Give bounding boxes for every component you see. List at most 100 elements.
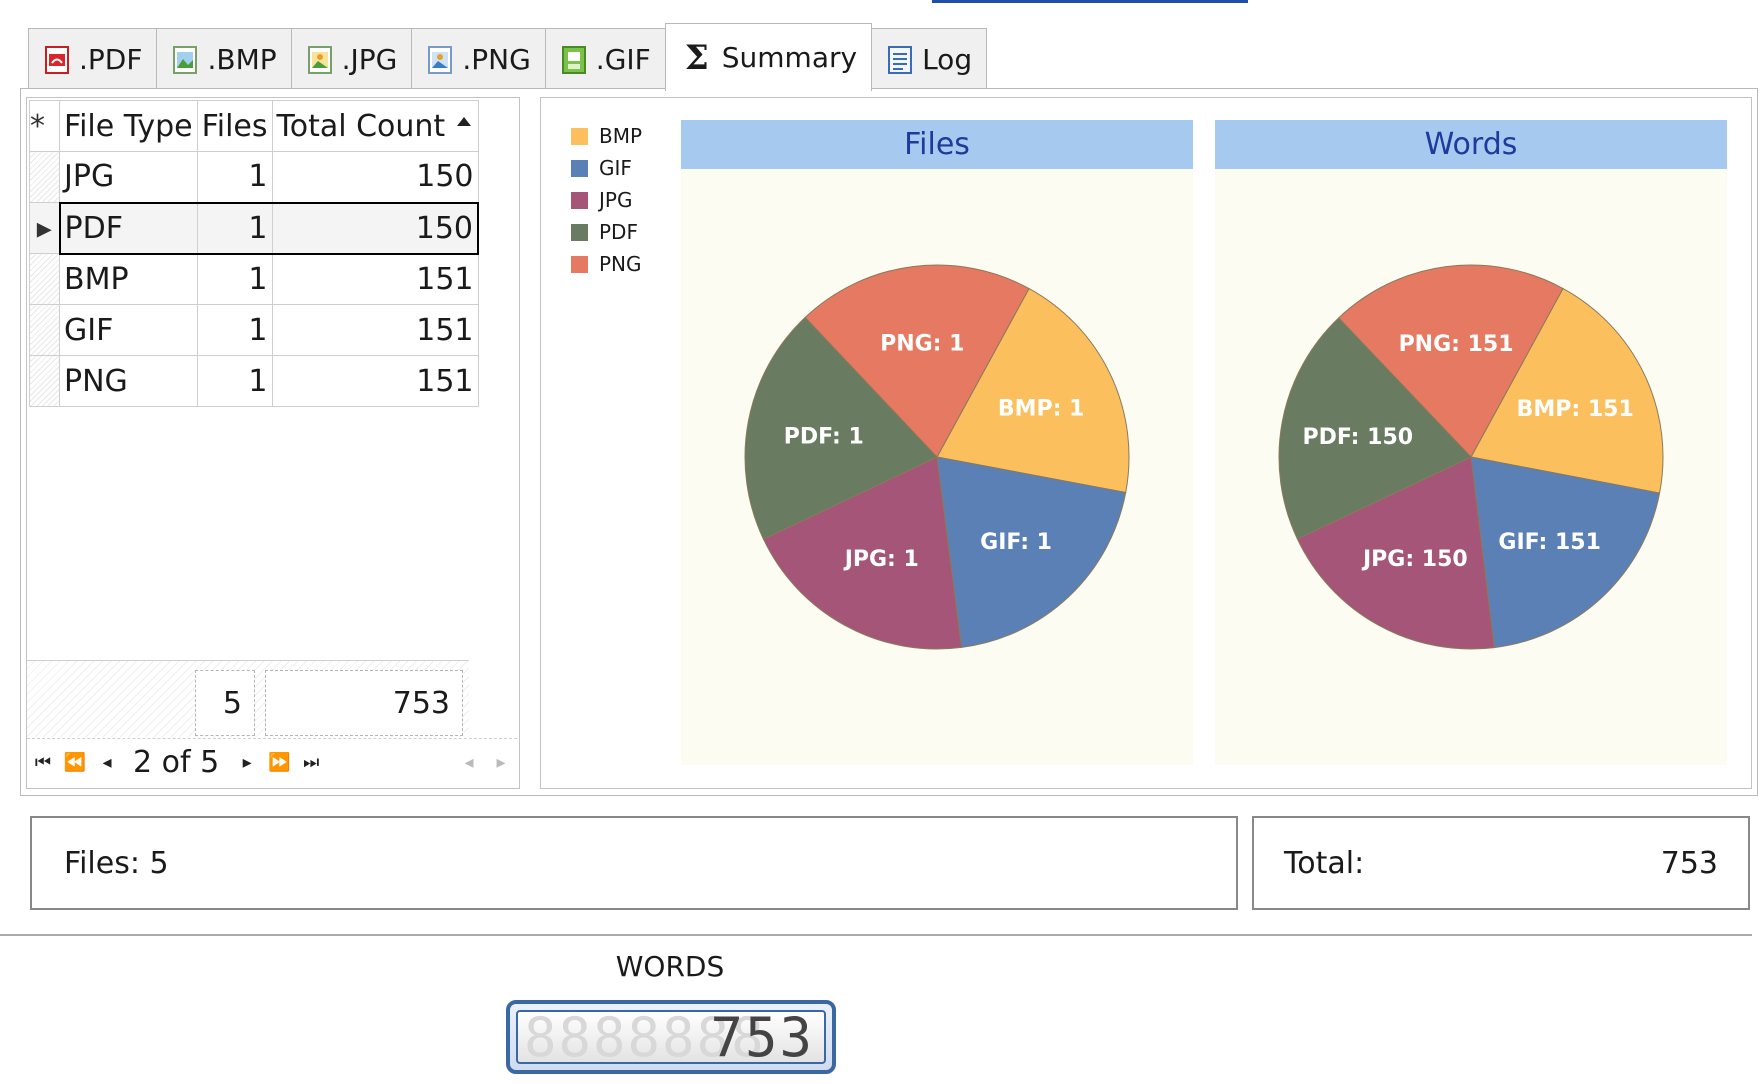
new-row-indicator[interactable]: *: [29, 100, 60, 152]
pie-slice-bmp[interactable]: [1470, 287, 1664, 494]
total-value: 753: [1660, 845, 1718, 881]
pie-slice-pdf[interactable]: [744, 316, 938, 540]
column-header-label: Total Count: [276, 108, 446, 144]
chart-panel: BMP GIF JPG PDF PNG Files BMP: 1 GIF: 1 JP…: [540, 97, 1752, 789]
pie-data-label: BMP: 1: [998, 397, 1085, 422]
next-record-icon[interactable]: ▸: [242, 751, 252, 773]
pie-title: Files: [681, 120, 1193, 169]
cell-file-type[interactable]: BMP: [59, 253, 198, 305]
cell-total-count[interactable]: 150: [271, 151, 479, 203]
cell-files[interactable]: 1: [196, 355, 273, 407]
column-header-label: Files: [201, 108, 268, 144]
next-page-icon[interactable]: ⏩: [267, 751, 291, 773]
pie-slice-pdf[interactable]: [1278, 317, 1472, 540]
legend-label: PNG: [599, 252, 642, 276]
scroll-right-icon[interactable]: ▸: [496, 751, 506, 773]
pie-data-label: JPG: 150: [1361, 547, 1468, 572]
table-row[interactable]: GIF 1 151: [29, 304, 479, 356]
table-row[interactable]: JPG 1 150: [29, 151, 479, 203]
top-accent-bar: [932, 0, 1248, 3]
grid-header-row: * File Type Files Total Count: [29, 100, 479, 152]
document-icon: [888, 45, 913, 74]
row-indicator[interactable]: [29, 253, 60, 305]
pie-slice-gif[interactable]: [1470, 456, 1661, 649]
row-indicator[interactable]: [29, 151, 60, 203]
grid-footer: 5 753: [27, 660, 469, 737]
cell-total-count[interactable]: 151: [271, 355, 479, 407]
previous-page-icon[interactable]: ⏪: [63, 751, 87, 773]
footer-total-sum: 753: [265, 670, 463, 736]
legend-swatch: [571, 127, 588, 145]
total-status-box: Total: 753: [1252, 816, 1750, 910]
tab-log[interactable]: Log: [871, 28, 988, 90]
column-header-total-count[interactable]: Total Count: [271, 100, 479, 152]
cell-file-type[interactable]: GIF: [59, 304, 198, 356]
cell-files[interactable]: 1: [196, 151, 273, 203]
row-indicator[interactable]: [29, 304, 60, 356]
tab-summary[interactable]: Σ Summary: [664, 23, 873, 91]
legend-label: JPG: [599, 188, 633, 212]
cell-files[interactable]: 1: [196, 201, 273, 255]
last-page-icon[interactable]: ⏭: [303, 751, 320, 773]
tab-png[interactable]: .PNG: [411, 28, 546, 90]
tab-pdf[interactable]: .PDF: [28, 28, 158, 90]
row-indicator[interactable]: [29, 355, 60, 407]
pie-slice-png[interactable]: [804, 264, 1030, 458]
words-pie-svg: BMP: 151 GIF: 151 JPG: 150 PDF: 150 PNG: 151: [1278, 264, 1664, 650]
files-status-box: Files: 5: [30, 816, 1238, 910]
grid-pager: ⏮ ⏪ ◂ 2 of 5 ▸ ⏩ ⏭ ◂ ▸: [27, 738, 517, 785]
cell-total-count[interactable]: 150: [271, 201, 479, 255]
legend-swatch: [571, 223, 588, 241]
tab-jpg[interactable]: .JPG: [290, 28, 413, 90]
table-row[interactable]: BMP 1 151: [29, 253, 479, 305]
column-header-file-type[interactable]: File Type: [59, 100, 198, 152]
words-counter-label: WORDS: [615, 950, 725, 983]
data-grid: * File Type Files Total Count JPG 1 150 …: [29, 100, 479, 407]
pie-data-label: PNG: 151: [1399, 332, 1514, 357]
pie-data-label: PNG: 1: [880, 332, 964, 357]
pie-slice-png[interactable]: [1338, 264, 1564, 458]
legend-swatch: [571, 255, 588, 273]
scroll-left-icon[interactable]: ◂: [464, 751, 474, 773]
first-page-icon[interactable]: ⏮: [34, 751, 52, 773]
pdf-icon: [45, 45, 69, 74]
cell-file-type[interactable]: PNG: [59, 355, 198, 407]
table-row[interactable]: PNG 1 151: [29, 355, 479, 407]
current-row-arrow-icon[interactable]: ▸: [29, 202, 60, 254]
words-pie-chart: Words BMP: 151 GIF: 151 JPG: 150 PDF: 150 PN…: [1215, 120, 1727, 765]
files-pie-chart: Files BMP: 1 GIF: 1 JPG: 1 PDF: 1 PNG: 1: [681, 120, 1193, 765]
tab-bmp[interactable]: .BMP: [156, 28, 292, 90]
legend-swatch: [571, 159, 588, 177]
pie-data-label: JPG: 1: [843, 547, 919, 572]
pie-title: Words: [1215, 120, 1727, 169]
legend-item-pdf: PDF: [571, 216, 642, 248]
tab-label: .BMP: [207, 43, 277, 76]
legend-swatch: [571, 191, 588, 209]
legend-label: BMP: [599, 124, 643, 148]
cell-files[interactable]: 1: [196, 253, 273, 305]
footer-files-sum: 5: [195, 670, 255, 736]
column-header-label: File Type: [64, 108, 193, 144]
pie-slice-bmp[interactable]: [936, 287, 1130, 494]
files-status-text: Files: 5: [64, 845, 169, 881]
cell-total-count[interactable]: 151: [271, 304, 479, 356]
jpg-icon: [307, 45, 332, 74]
tab-label: .GIF: [595, 43, 651, 76]
pie-slice-jpg[interactable]: [762, 456, 963, 650]
cell-files[interactable]: 1: [196, 304, 273, 356]
cell-file-type[interactable]: PDF: [58, 201, 198, 255]
pie-data-label: GIF: 1: [980, 530, 1052, 555]
column-header-files[interactable]: Files: [196, 100, 273, 152]
bmp-icon: [173, 45, 198, 74]
tab-gif[interactable]: .GIF: [544, 28, 666, 90]
words-counter: 8888888 753: [506, 1000, 836, 1074]
legend-item-bmp: BMP: [571, 120, 642, 152]
cell-file-type[interactable]: JPG: [59, 151, 198, 203]
pie-slice-jpg[interactable]: [1296, 456, 1495, 650]
pie-data-label: BMP: 151: [1517, 397, 1634, 422]
table-row-current[interactable]: ▸ PDF 1 150: [29, 201, 479, 255]
cell-total-count[interactable]: 151: [271, 253, 479, 305]
pie-slice-gif[interactable]: [936, 456, 1127, 648]
section-divider: [0, 934, 1752, 936]
previous-record-icon[interactable]: ◂: [102, 751, 112, 773]
